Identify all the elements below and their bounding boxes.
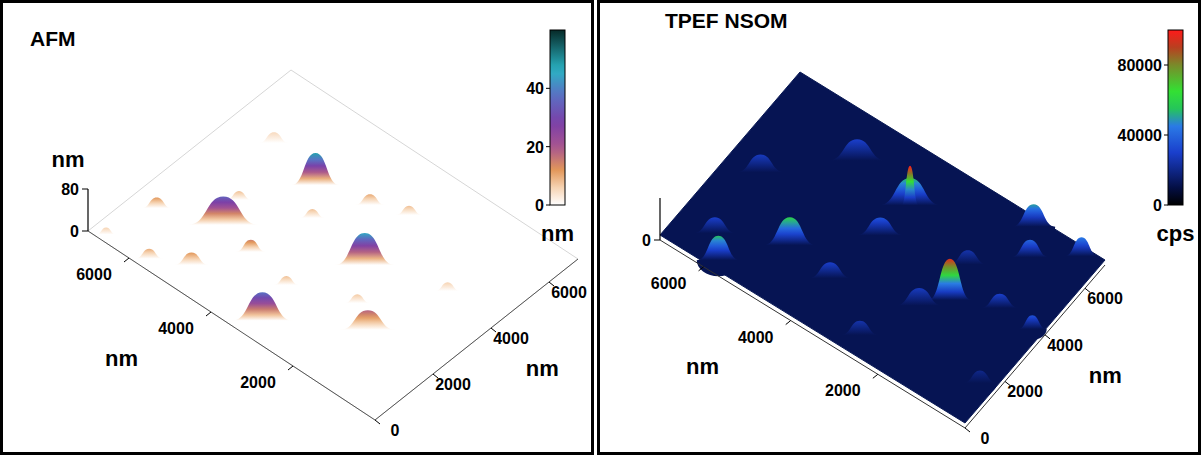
z-tick-label: 0 [70, 223, 79, 240]
surface-feature [737, 154, 785, 190]
y-tick-label: 2000 [435, 376, 471, 393]
surface-feature [259, 132, 289, 153]
colorbar-label: nm [541, 221, 574, 246]
x-tick-label: 4000 [738, 329, 774, 346]
y-tick-label: 2000 [1007, 383, 1043, 400]
surface-feature [300, 209, 325, 227]
x-axis-title: nm [105, 346, 138, 371]
surface-feature [232, 292, 292, 342]
x-axis-line [88, 231, 375, 420]
surface-feature [895, 288, 943, 324]
panel-title: TPEF NSOM [665, 9, 788, 32]
panel: TPEF NSOM 2000 4000 6000 0 2000 4000 6000 0 nm nm 0… [599, 2, 1200, 454]
colorbar-tick [546, 205, 550, 206]
x-tick-label: 2000 [240, 374, 276, 391]
y-tick-label: 6000 [1087, 290, 1123, 307]
surface-feature [963, 371, 997, 396]
surface-feature [841, 321, 879, 349]
z-axis-title: nm [52, 147, 85, 172]
colorbar-tick-label: 80000 [1118, 57, 1163, 74]
surface-feature [345, 294, 370, 312]
colorbar-tick [546, 146, 550, 147]
y-axis-line [375, 259, 578, 420]
features [96, 132, 460, 349]
z-axis-line [87, 189, 88, 231]
surface-feature [697, 236, 740, 276]
colorbar-tick-label: 0 [535, 197, 544, 214]
z-tick-label: 80 [61, 181, 79, 198]
surface-feature [142, 197, 172, 218]
y-tick [375, 420, 380, 424]
z-tick-label: 0 [642, 232, 651, 249]
surface-feature [335, 233, 395, 286]
surface-feature [396, 206, 422, 224]
figure: AFM2000400060000200040006000080nmnmnm020… [0, 0, 1201, 455]
surface-feature [274, 276, 299, 294]
colorbar-tick-label: 40 [526, 80, 544, 97]
surface-feature [96, 227, 116, 241]
colorbar-tick [1164, 65, 1168, 66]
y-tick [965, 428, 970, 432]
x-tick-label: 4000 [158, 320, 194, 337]
y-tick-label: 0 [391, 422, 400, 439]
y-tick-label: 6000 [551, 284, 587, 301]
colorbar-tick-label: 20 [526, 139, 544, 156]
surface-feature [174, 253, 209, 278]
surface-feature [763, 217, 816, 265]
x-axis-line [660, 240, 965, 428]
x-tick [124, 258, 129, 262]
colorbar-tick [546, 88, 550, 89]
panel-border [2, 2, 593, 454]
surface-feature [1018, 315, 1047, 340]
y-tick-label: 4000 [493, 330, 529, 347]
x-tick-label: 6000 [651, 275, 687, 292]
panel-title: AFM [30, 27, 76, 50]
surface-feature [809, 262, 852, 294]
colorbar [550, 30, 565, 205]
colorbar-label: cps [1157, 221, 1195, 246]
x-tick [699, 267, 704, 271]
colorbar-tick-label: 0 [1153, 197, 1162, 214]
x-tick [873, 374, 878, 378]
x-tick-label: 6000 [76, 266, 112, 283]
surface-feature [856, 218, 904, 254]
colorbar-tick [1164, 205, 1168, 206]
z-axis-line [659, 198, 660, 240]
y-axis-title: nm [1089, 363, 1122, 388]
panel-border [599, 2, 1200, 454]
surface-floor [88, 70, 578, 420]
colorbar-tick-label: 40000 [1118, 127, 1163, 144]
colorbar-tick [1164, 135, 1168, 136]
x-tick [786, 321, 791, 325]
z-tick [82, 189, 88, 190]
y-tick-label: 0 [981, 430, 990, 447]
x-tick-label: 2000 [825, 382, 861, 399]
surface-feature [236, 240, 266, 263]
surface-feature [435, 282, 460, 300]
x-axis-title: nm [686, 354, 719, 379]
features [693, 139, 1098, 395]
x-tick [206, 312, 211, 316]
y-tick-label: 4000 [1047, 337, 1083, 354]
surface-feature [1011, 240, 1049, 271]
surface-feature [981, 294, 1019, 322]
surface-feature [135, 249, 163, 269]
x-tick [288, 366, 293, 370]
surface-feature [1012, 204, 1055, 242]
z-tick [654, 240, 660, 241]
z-tick [82, 231, 88, 232]
colorbar [1168, 30, 1183, 205]
surface-feature [828, 139, 886, 181]
y-axis-title: nm [526, 356, 559, 381]
surface-feature [291, 153, 339, 202]
surface-feature [901, 166, 918, 212]
surface-feature [355, 194, 385, 215]
panel: AFM 2000 4000 6000 0 2000 4000 6000 0 80 nm nm nm 0 20… [2, 2, 593, 454]
surface-floor [660, 72, 1105, 423]
surface-feature [1065, 237, 1099, 268]
y-axis-line [965, 265, 1105, 428]
surface-feature [340, 310, 395, 349]
